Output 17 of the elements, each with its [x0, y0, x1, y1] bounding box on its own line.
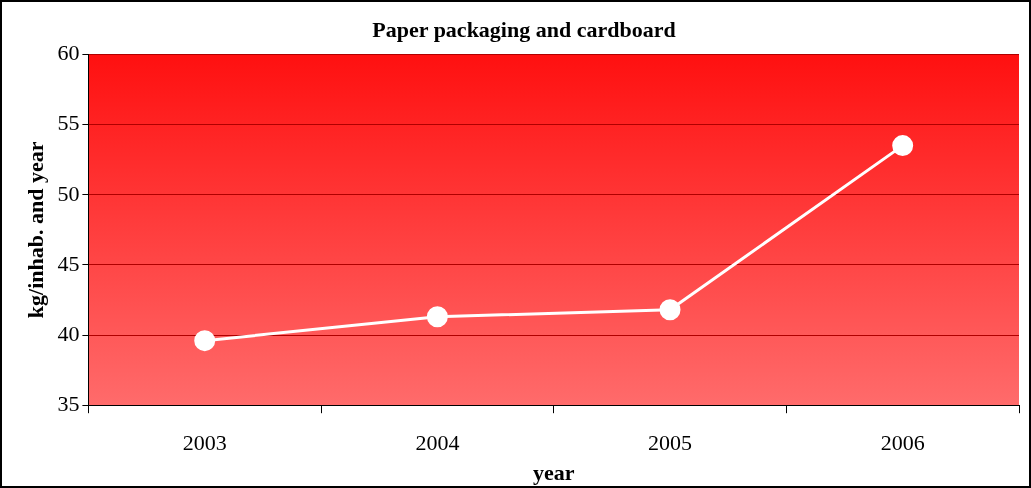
point [194, 330, 216, 352]
y-tick-label: 35 [57, 390, 80, 416]
point [892, 135, 914, 157]
y-tick-label: 55 [57, 110, 80, 136]
y-tick-label: 50 [57, 180, 80, 206]
y-axis-title: kg/inhab. and year [22, 141, 48, 319]
x-tick-label: 2003 [182, 430, 227, 456]
x-tick-label: 2005 [648, 430, 693, 456]
y-tick-label: 40 [57, 320, 80, 346]
x-axis-title: year [532, 460, 575, 486]
x-tick-label: 2006 [880, 430, 925, 456]
point [659, 299, 681, 321]
y-tick-label: 45 [57, 250, 80, 276]
chart-title: Paper packaging and cardboard [372, 16, 676, 42]
y-tick-label: 60 [57, 40, 80, 66]
x-tick-label: 2004 [415, 430, 460, 456]
point [426, 306, 448, 328]
